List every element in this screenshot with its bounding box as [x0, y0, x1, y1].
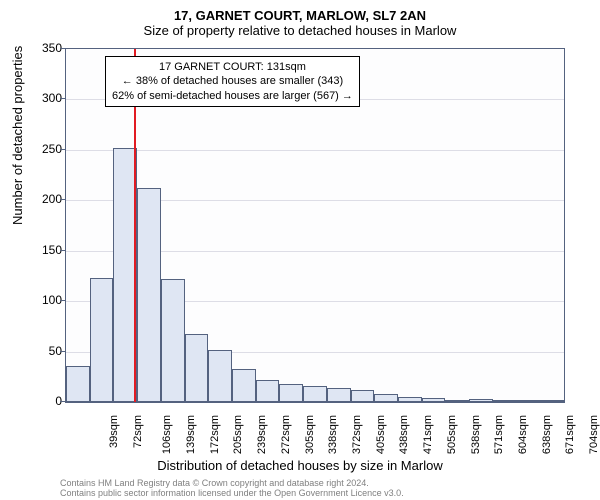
title-line1: 17, GARNET COURT, MARLOW, SL7 2AN — [0, 8, 600, 23]
histogram-bar — [90, 278, 114, 402]
histogram-bar — [279, 384, 303, 402]
histogram-bar — [208, 350, 232, 402]
x-tick-label: 72sqm — [132, 415, 144, 448]
annotation-line: 17 GARNET COURT: 131sqm — [112, 60, 353, 74]
histogram-bar — [256, 380, 280, 402]
x-tick-label: 139sqm — [185, 415, 197, 454]
x-tick-label: 405sqm — [375, 415, 387, 454]
x-tick-label: 604sqm — [517, 415, 529, 454]
y-tick-mark — [60, 300, 65, 301]
attribution-line2: Contains public sector information licen… — [60, 488, 404, 498]
x-tick-label: 106sqm — [161, 415, 173, 454]
annotation-line: 62% of semi-detached houses are larger (… — [112, 89, 353, 103]
x-tick-label: 471sqm — [422, 415, 434, 454]
histogram-bar — [493, 400, 517, 402]
y-tick-mark — [60, 351, 65, 352]
annotation-line: ← 38% of detached houses are smaller (34… — [112, 74, 353, 88]
y-tick-mark — [60, 98, 65, 99]
x-tick-label: 505sqm — [446, 415, 458, 454]
x-tick-label: 571sqm — [493, 415, 505, 454]
x-tick-label: 305sqm — [304, 415, 316, 454]
y-tick-mark — [60, 149, 65, 150]
y-tick-label: 300 — [32, 91, 62, 105]
y-tick-mark — [60, 250, 65, 251]
y-tick-label: 0 — [32, 394, 62, 408]
y-tick-label: 350 — [32, 41, 62, 55]
x-axis-label: Distribution of detached houses by size … — [0, 458, 600, 473]
y-tick-label: 100 — [32, 293, 62, 307]
x-tick-label: 538sqm — [470, 415, 482, 454]
x-tick-label: 671sqm — [565, 415, 577, 454]
histogram-bar — [327, 388, 351, 402]
x-tick-label: 272sqm — [280, 415, 292, 454]
histogram-bar — [517, 400, 541, 402]
y-tick-label: 200 — [32, 192, 62, 206]
histogram-bar — [66, 366, 90, 402]
y-tick-label: 50 — [32, 344, 62, 358]
y-tick-mark — [60, 401, 65, 402]
y-axis-label: Number of detached properties — [10, 46, 25, 225]
annotation-callout: 17 GARNET COURT: 131sqm← 38% of detached… — [105, 56, 360, 107]
histogram-bar — [303, 386, 327, 402]
y-tick-label: 150 — [32, 243, 62, 257]
x-tick-label: 338sqm — [327, 415, 339, 454]
x-tick-label: 239sqm — [256, 415, 268, 454]
gridline — [66, 150, 564, 151]
histogram-bar — [422, 398, 446, 402]
x-tick-label: 372sqm — [351, 415, 363, 454]
histogram-bar — [351, 390, 375, 402]
attribution-line1: Contains HM Land Registry data © Crown c… — [60, 478, 404, 488]
histogram-bar — [185, 334, 209, 402]
x-tick-label: 39sqm — [108, 415, 120, 448]
title-line2: Size of property relative to detached ho… — [0, 23, 600, 38]
histogram-bar — [137, 188, 161, 402]
histogram-bar — [469, 399, 493, 402]
y-tick-mark — [60, 48, 65, 49]
x-tick-label: 638sqm — [541, 415, 553, 454]
x-tick-label: 438sqm — [399, 415, 411, 454]
histogram-bar — [540, 400, 564, 402]
histogram-bar — [374, 394, 398, 402]
chart-title-block: 17, GARNET COURT, MARLOW, SL7 2AN Size o… — [0, 0, 600, 38]
histogram-bar — [232, 369, 256, 402]
x-tick-label: 205sqm — [233, 415, 245, 454]
x-tick-label: 172sqm — [209, 415, 221, 454]
histogram-bar — [161, 279, 185, 402]
y-tick-mark — [60, 199, 65, 200]
histogram-bar — [445, 400, 469, 402]
x-tick-label: 704sqm — [588, 415, 600, 454]
attribution-text: Contains HM Land Registry data © Crown c… — [60, 478, 404, 499]
histogram-bar — [398, 397, 422, 402]
y-tick-label: 250 — [32, 142, 62, 156]
